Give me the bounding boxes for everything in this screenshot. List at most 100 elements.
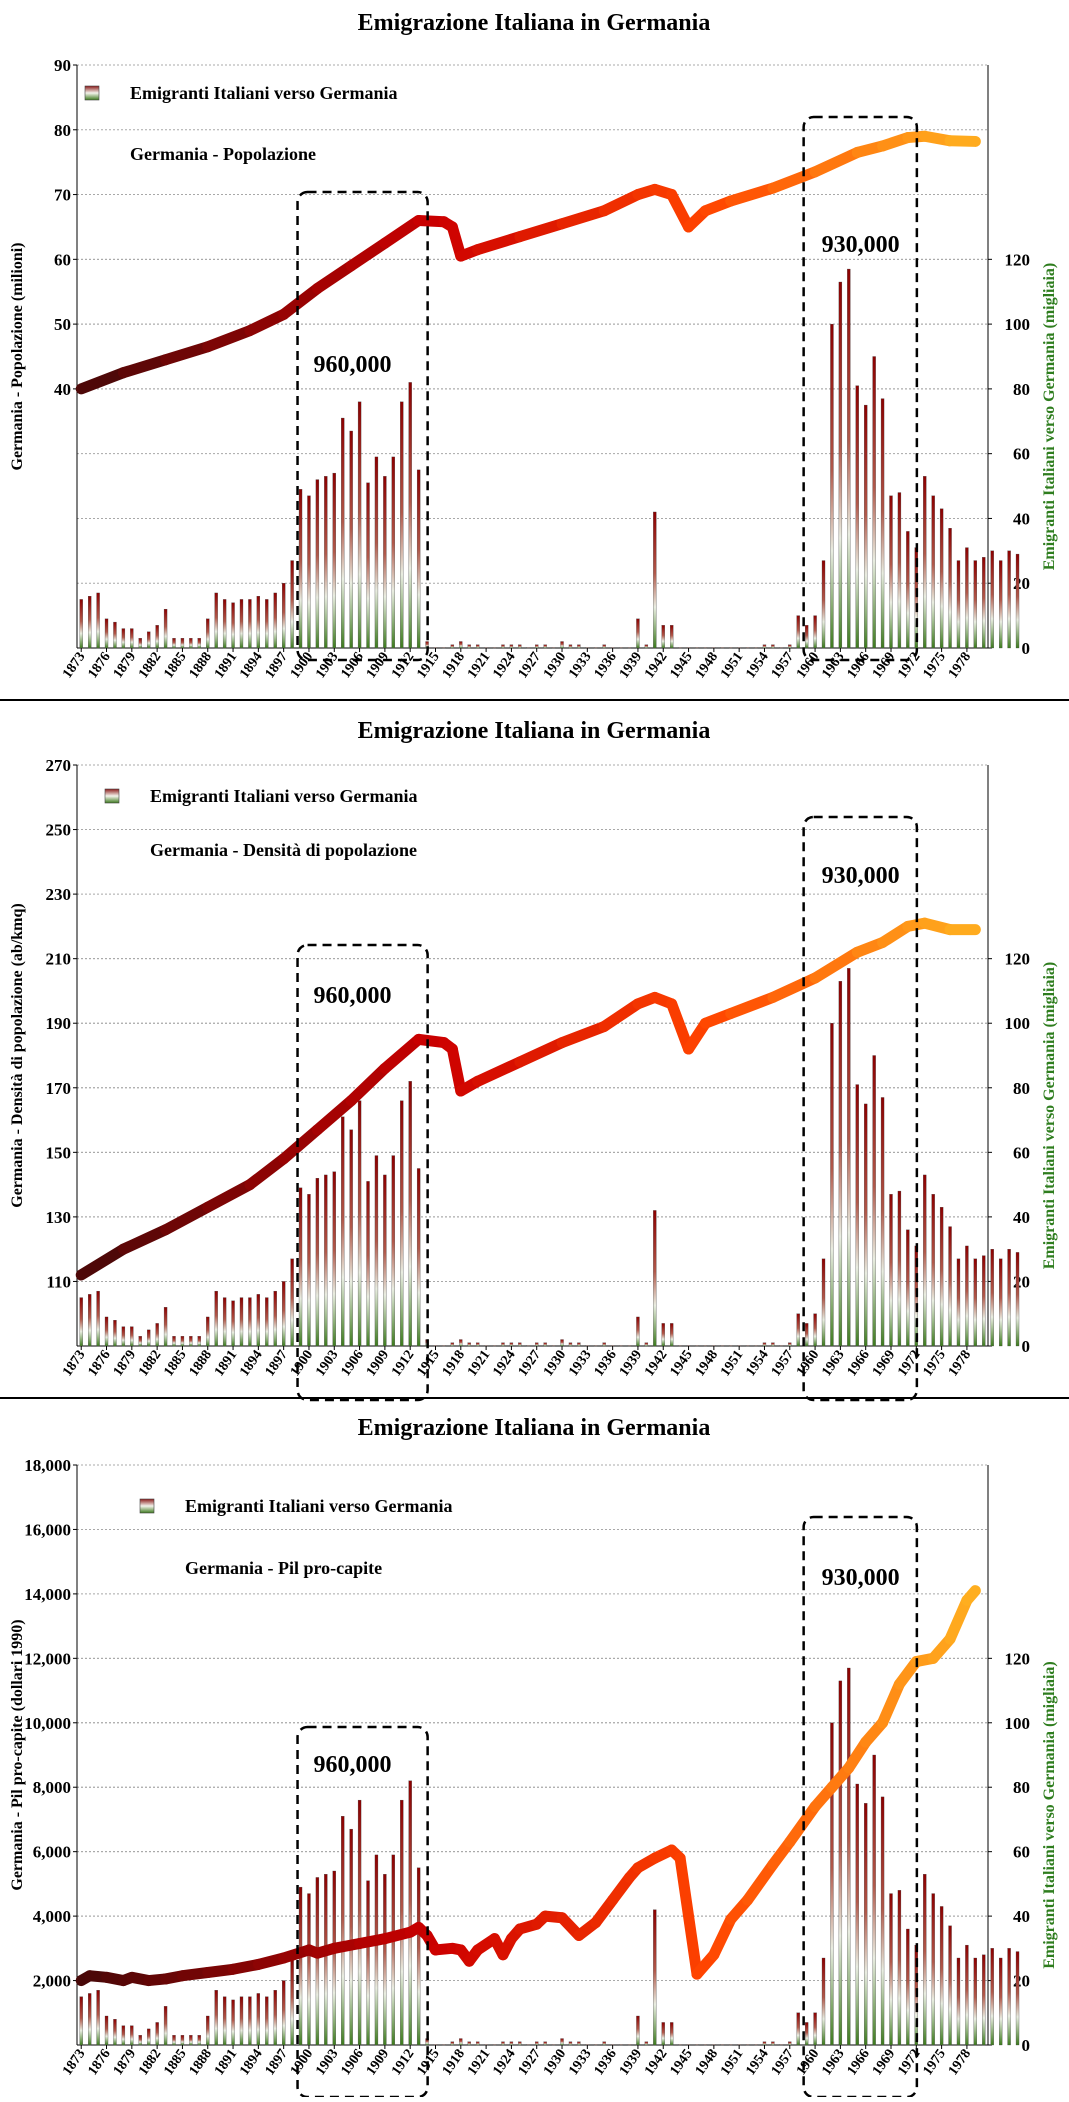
x-tick-label: 1933 [566,2047,594,2079]
bar-emigranti [256,596,261,649]
bar-emigranti [1007,1948,1011,2046]
bar-emigranti [383,1174,387,1347]
bar-emigranti [999,560,1003,649]
bar-emigranti [906,1229,910,1347]
left-tick-label: 8,000 [33,1778,71,1797]
line-segment [708,1913,737,1961]
line-segment [278,282,323,320]
x-tick-label: 1966 [845,1348,873,1380]
x-tick-label: 1975 [921,2047,949,2079]
bar-emigranti [282,1281,286,1347]
bar-emigranti [923,1174,927,1347]
bar-emigranti [779,647,783,649]
bar-emigranti [307,1893,311,2046]
bar-emigranti [796,615,800,649]
legend-bar-swatch [84,85,100,101]
bar-emigranti [585,2044,589,2046]
bar-emigranti [408,382,412,649]
bar-emigranti [745,2044,750,2046]
bar-emigranti [670,1323,674,1347]
line-segment [472,231,526,256]
bar-emigranti [686,1345,691,1347]
bar-emigranti [568,644,573,649]
bar-emigranti [391,456,395,649]
bar-emigranti [703,1345,708,1347]
x-tick-label: 1972 [895,2047,923,2079]
annotation-label: 930,000 [822,863,900,889]
x-tick-label: 1969 [870,650,898,682]
line-segment [725,991,779,1020]
line-segment [598,189,644,217]
bar-emigranti [847,268,851,649]
bar-emigranti [906,1928,910,2046]
left-tick-label: 190 [46,1014,72,1033]
legend-label-bars: Emigranti Italiani verso Germania [185,1496,452,1516]
x-tick-label: 1951 [718,2047,746,2079]
bar-emigranti [484,2044,488,2046]
line-segment [767,166,821,194]
bar-emigranti [492,2044,497,2046]
bar-emigranti [172,2035,176,2046]
line-segment [961,1585,981,1606]
x-tick-label: 1942 [642,2047,670,2079]
bar-emigranti [560,2038,564,2046]
bar-emigranti [1015,1951,1020,2046]
x-tick-label: 1975 [921,1348,949,1380]
bar-emigranti [433,2044,438,2046]
bar-emigranti [400,1100,404,1347]
x-tick-label: 1930 [541,650,569,682]
bar-emigranti [610,647,615,649]
bar-emigranti [256,1294,261,1347]
bar-emigranti [729,1345,733,1347]
left-tick-label: 4,000 [33,1907,71,1926]
bar-emigranti [788,1342,792,1347]
bar-emigranti [492,647,497,649]
bar-emigranti [754,1345,758,1347]
bar-emigranti [560,641,564,649]
bar-emigranti [594,2044,598,2046]
x-tick-label: 1909 [364,1348,392,1380]
bar-emigranti [416,1168,421,1347]
x-tick-label: 1900 [288,650,316,682]
bar-emigranti [872,356,876,649]
bar-emigranti [450,2041,455,2046]
line-segment [472,1056,526,1087]
bar-emigranti [627,647,632,649]
bar-emigranti [821,560,826,649]
left-tick-label: 130 [46,1208,72,1227]
bar-emigranti [796,2012,800,2046]
bar-emigranti [509,2041,514,2046]
bar-emigranti [197,2035,201,2046]
bar-emigranti [206,618,210,649]
x-tick-label: 1885 [161,650,189,682]
bar-emigranti [282,1980,286,2046]
x-tick-label: 1960 [794,650,822,682]
bar-emigranti [1015,553,1020,649]
bar-emigranti [104,1316,109,1347]
bar-emigranti [290,1957,294,2046]
bar-emigranti [720,2044,724,2046]
bar-emigranti [847,968,851,1347]
chart-title: Emigrazione Italiana in Germania [358,10,711,36]
bar-emigranti [973,1957,977,2046]
bar-emigranti [855,1783,859,2046]
x-tick-label: 1951 [718,650,746,682]
bar-emigranti [788,644,792,649]
x-tick-label: 1948 [693,650,721,682]
bar-emigranti [830,323,834,649]
bar-emigranti [745,647,750,649]
bar-emigranti [594,1345,598,1347]
bar-emigranti [999,1258,1003,1347]
bar-emigranti [341,1116,345,1347]
bar-emigranti [467,644,471,649]
bar-emigranti [644,2041,649,2046]
bar-emigranti [96,592,100,649]
bar-emigranti [366,482,370,649]
x-tick-label: 1975 [921,650,949,682]
bar-emigranti [416,469,421,649]
x-tick-label: 1978 [946,650,974,682]
bar-emigranti [476,1342,480,1347]
bar-emigranti [627,2044,632,2046]
